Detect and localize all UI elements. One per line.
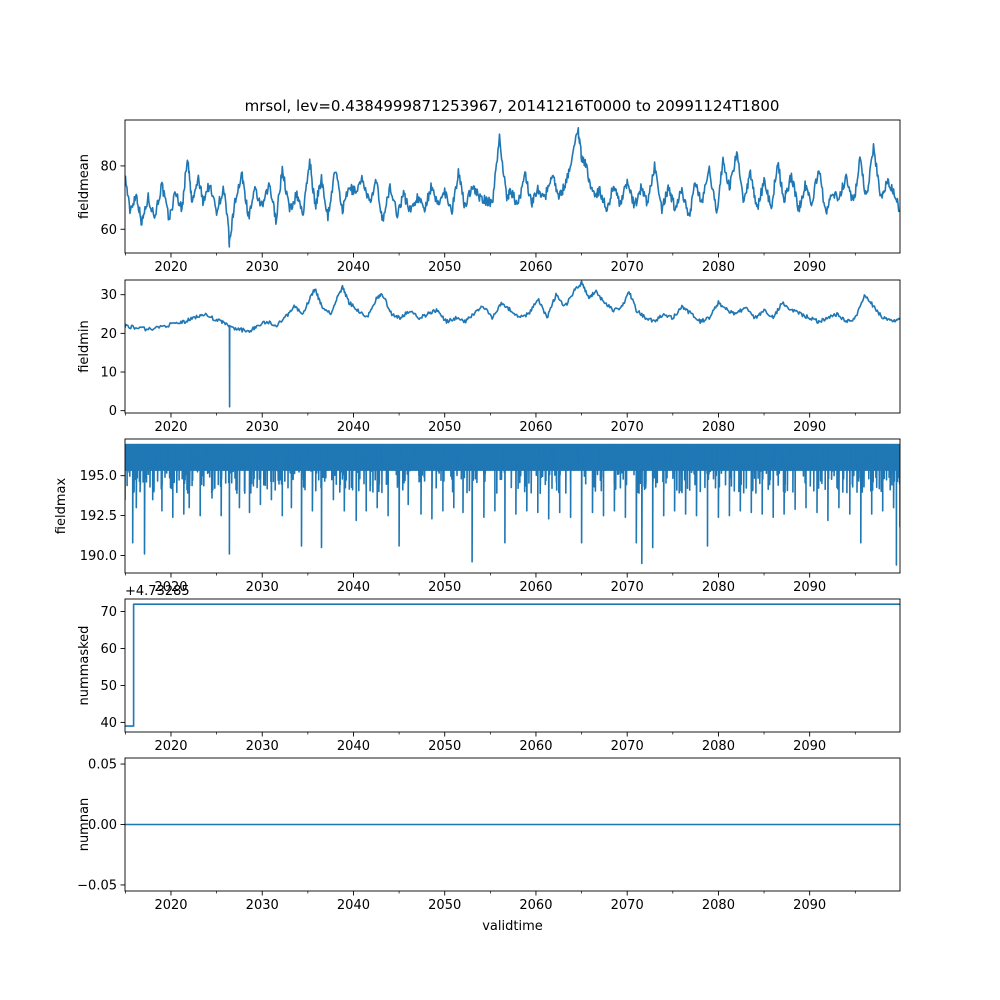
axes-frame-fieldmin [124, 279, 901, 414]
x-tick-label-fieldmean: 2030 [246, 260, 279, 275]
x-tick-label-fieldmax: 2050 [428, 580, 461, 595]
y-tick-label-numnan: −0.05 [77, 878, 117, 893]
x-tick-label-fieldmax: 2020 [154, 580, 187, 595]
x-tick-label-fieldmin: 2050 [428, 420, 461, 435]
y-axis-label-nummasked: nummasked [77, 626, 92, 706]
x-tick-label-nummasked: 2020 [154, 739, 187, 754]
y-tick-label-fieldmean: 80 [100, 159, 117, 174]
x-tick-label-nummasked: 2060 [519, 739, 552, 754]
x-tick-label-fieldmean: 2040 [337, 260, 370, 275]
x-tick-label-fieldmean: 2050 [428, 260, 461, 275]
x-tick-label-numnan: 2070 [611, 898, 644, 913]
x-tick-label-fieldmin: 2030 [246, 420, 279, 435]
x-tick-label-fieldmax: 2030 [246, 580, 279, 595]
y-tick-label-fieldmin: 30 [100, 288, 117, 303]
y-offset-text-nummasked: +4.73285 [125, 584, 190, 599]
x-tick-label-fieldmin: 2090 [793, 420, 826, 435]
x-tick-label-numnan: 2050 [428, 898, 461, 913]
y-tick-label-fieldmin: 10 [100, 366, 117, 381]
panels: 2020 2030 2040 2050 2060 2070 2080 20906080fiel… [54, 119, 901, 934]
x-tick-label-fieldmean: 2080 [702, 260, 735, 275]
y-tick-label-fieldmin: 0 [109, 404, 117, 419]
x-tick-label-fieldmax: 2040 [337, 580, 370, 595]
x-tick-label-fieldmax: 2070 [611, 580, 644, 595]
x-tick-label-numnan: 2080 [702, 898, 735, 913]
panel-fieldmean: 2020 2030 2040 2050 2060 2070 2080 2090 60 80 fiel… [77, 119, 901, 275]
x-tick-label-fieldmin: 2060 [519, 420, 552, 435]
figure-title: mrsol, lev=0.4384999871253967, 20141216T… [245, 97, 780, 115]
y-tick-label-fieldmax: 190.0 [80, 549, 117, 564]
y-tick-label-nummasked: 70 [100, 605, 117, 620]
x-tick-label-fieldmean: 2020 [154, 260, 187, 275]
y-tick-label-fieldmin: 20 [100, 327, 117, 342]
series-line-fieldmax [125, 444, 900, 566]
y-tick-label-numnan: 0.05 [88, 758, 117, 773]
x-tick-label-fieldmin: 2040 [337, 420, 370, 435]
x-tick-label-fieldmax: 2080 [702, 580, 735, 595]
y-axis-label-numnan: numnan [77, 798, 92, 852]
y-tick-label-numnan: 0.00 [88, 818, 117, 833]
y-axis-label-fieldmin: fieldmin [77, 320, 92, 373]
y-tick-label-nummasked: 50 [100, 679, 117, 694]
x-tick-label-numnan: 2020 [154, 898, 187, 913]
x-tick-label-fieldmin: 2080 [702, 420, 735, 435]
x-tick-label-nummasked: 2050 [428, 739, 461, 754]
x-tick-label-fieldmax: 2090 [793, 580, 826, 595]
panel-numnan: 2020 2030 2040 2050 2060 2070 2080 2090 −0.05 0.0… [77, 758, 901, 934]
y-tick-label-fieldmean: 60 [100, 223, 117, 238]
x-tick-label-nummasked: 2070 [611, 739, 644, 754]
series-line-nummasked [125, 603, 900, 727]
axes-frame-fieldmean [124, 119, 901, 254]
x-tick-label-nummasked: 2080 [702, 739, 735, 754]
x-tick-label-fieldmean: 2070 [611, 260, 644, 275]
x-axis-label: validtime [482, 919, 543, 934]
y-tick-label-nummasked: 40 [100, 716, 117, 731]
x-tick-label-nummasked: 2030 [246, 739, 279, 754]
x-tick-label-fieldmin: 2070 [611, 420, 644, 435]
x-tick-label-numnan: 2030 [246, 898, 279, 913]
panel-fieldmin: 2020 2030 2040 2050 2060 2070 2080 20900102030f… [77, 279, 901, 435]
x-tick-label-numnan: 2060 [519, 898, 552, 913]
x-tick-label-nummasked: 2040 [337, 739, 370, 754]
x-tick-label-numnan: 2090 [793, 898, 826, 913]
axes-frame-nummasked [124, 598, 901, 733]
x-tick-label-fieldmax: 2060 [519, 580, 552, 595]
series-line-fieldmean [125, 127, 900, 248]
y-tick-label-nummasked: 60 [100, 642, 117, 657]
x-tick-label-fieldmin: 2020 [154, 420, 187, 435]
panel-fieldmax: 2020 2030 2040 2050 2060 2070 2080 2090 190.0 192… [54, 438, 901, 595]
y-axis-label-fieldmax: fieldmax [54, 478, 69, 535]
y-tick-label-fieldmax: 195.0 [80, 469, 117, 484]
axes-frame-fieldmax [124, 438, 901, 574]
x-tick-label-numnan: 2040 [337, 898, 370, 913]
panel-nummasked: 2020 2030 2040 2050 2060 2070 2080 2090 40 50 60 70… [77, 584, 901, 754]
y-axis-label-fieldmean: fieldmean [77, 154, 92, 219]
series-line-fieldmin [125, 280, 900, 408]
x-tick-label-fieldmean: 2060 [519, 260, 552, 275]
x-tick-label-fieldmean: 2090 [793, 260, 826, 275]
x-tick-label-nummasked: 2090 [793, 739, 826, 754]
y-tick-label-fieldmax: 192.5 [80, 509, 117, 524]
